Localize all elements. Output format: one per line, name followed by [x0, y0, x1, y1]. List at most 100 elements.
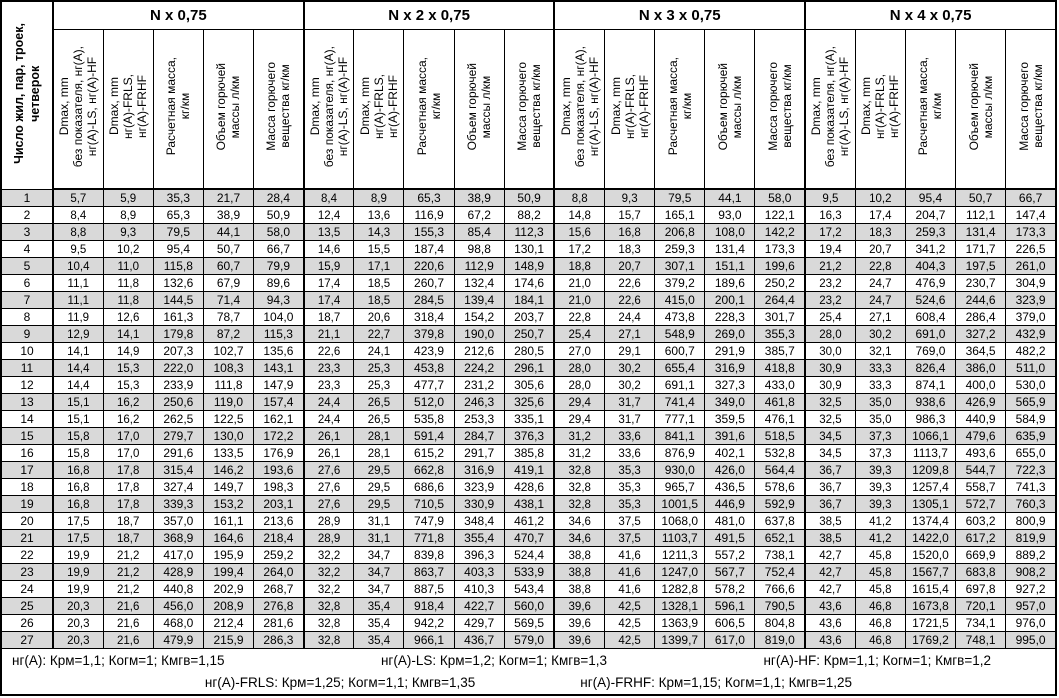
data-cell: 147,9 [253, 375, 305, 394]
table-footer: нг(A): Крм=1,1; Когм=1; Кмгв=1,15 нг(A)-… [0, 647, 1057, 695]
row-number: 11 [0, 358, 54, 377]
data-cell: 39,3 [854, 494, 906, 513]
data-cell: 79,5 [654, 188, 706, 207]
row-number: 1 [0, 188, 54, 207]
data-cell: 30,9 [804, 358, 856, 377]
data-cell: 22,6 [604, 273, 656, 292]
data-cell: 617,0 [704, 630, 756, 649]
data-cell: 1363,9 [654, 613, 706, 632]
table-row: 2 8,4 8,9 65,3 38,9 50,9 12,4 13,6 116,9 67,2 88,2… [0, 205, 1057, 224]
data-cell: 403,3 [453, 562, 505, 581]
footnote-row: нг(A): Крм=1,1; Когм=1; Кмгв=1,15 нг(A)-… [0, 647, 1057, 695]
data-cell: 108,0 [704, 222, 756, 241]
data-cell: 355,3 [754, 324, 806, 343]
data-cell: 355,4 [453, 528, 505, 547]
data-cell: 233,9 [152, 375, 204, 394]
data-cell: 16,8 [51, 460, 104, 479]
data-cell: 98,8 [453, 239, 505, 258]
data-cell: 37,3 [854, 443, 906, 462]
data-cell: 291,9 [704, 341, 756, 360]
data-cell: 28,9 [302, 528, 355, 547]
data-cell: 1422,0 [904, 528, 957, 547]
data-cell: 339,3 [152, 494, 204, 513]
data-cell: 143,1 [253, 358, 305, 377]
data-cell: 149,7 [202, 477, 255, 496]
data-cell: 131,4 [704, 239, 756, 258]
data-cell: 35,3 [604, 460, 656, 479]
data-cell: 683,8 [955, 562, 1007, 581]
data-cell: 38,8 [553, 579, 606, 598]
data-cell: 440,8 [152, 579, 204, 598]
data-cell: 327,3 [704, 375, 756, 394]
data-cell: 461,2 [503, 511, 555, 530]
data-cell: 1209,8 [904, 460, 957, 479]
data-cell: 301,7 [754, 307, 806, 326]
data-cell: 986,3 [904, 409, 957, 428]
row-number: 16 [0, 443, 54, 462]
data-cell: 104,0 [253, 307, 305, 326]
data-cell: 37,3 [854, 426, 906, 445]
data-cell: 89,6 [253, 273, 305, 292]
data-cell: 38,5 [804, 511, 856, 530]
data-cell: 142,2 [754, 222, 806, 241]
data-cell: 17,5 [51, 511, 104, 530]
data-cell: 518,5 [754, 426, 806, 445]
data-cell: 930,0 [654, 460, 706, 479]
footnote-line-2: нг(A)-FRLS: Крм=1,25; Когм=1,1; Кмгв=1,3… [2, 672, 1055, 693]
data-cell: 269,0 [704, 324, 756, 343]
data-cell: 17,8 [102, 460, 154, 479]
data-cell: 1615,4 [904, 579, 957, 598]
data-cell: 66,7 [253, 239, 305, 258]
data-cell: 204,7 [904, 205, 957, 224]
data-cell: 697,8 [955, 579, 1007, 598]
data-cell: 190,0 [453, 324, 505, 343]
data-cell: 1673,8 [904, 596, 957, 615]
data-cell: 286,3 [253, 630, 305, 649]
column-header-cell: Расчетная масса, кг/км [403, 29, 455, 190]
data-cell: 28,1 [353, 426, 405, 445]
data-cell: 130,1 [503, 239, 555, 258]
table-row: 12 14,4 15,3 233,9 111,8 147,9 23,3 25,3 477,7 23… [0, 375, 1057, 394]
data-cell: 32,2 [302, 545, 355, 564]
data-cell: 512,0 [403, 392, 455, 411]
data-cell: 8,8 [51, 222, 104, 241]
data-cell: 202,9 [202, 579, 255, 598]
data-cell: 16,8 [604, 222, 656, 241]
data-cell: 203,7 [503, 307, 555, 326]
column-header-label: Масса горючего вещества кг/км [1016, 62, 1045, 151]
data-cell: 1305,1 [904, 494, 957, 513]
column-header-label: Dmax, mm без показателя, нг(A), нг(A)-LS… [558, 45, 601, 168]
data-cell: 1399,7 [654, 630, 706, 649]
data-cell: 790,5 [754, 596, 806, 615]
footnote-ng-a-frhf: нг(A)-FRHF: Крм=1,15; Когм=1,1; Кмгв=1,2… [580, 674, 853, 690]
column-header-cell: Объем горючей массы л/км [955, 29, 1007, 190]
data-cell: 18,7 [102, 511, 154, 530]
data-cell: 34,7 [353, 579, 405, 598]
data-cell: 280,5 [503, 341, 555, 360]
data-cell: 1066,1 [904, 426, 957, 445]
data-cell: 662,8 [403, 460, 455, 479]
row-number: 4 [0, 239, 54, 258]
data-cell: 25,3 [353, 358, 405, 377]
data-cell: 530,0 [1005, 375, 1057, 394]
data-cell: 264,4 [754, 290, 806, 309]
data-cell: 839,8 [403, 545, 455, 564]
data-cell: 19,9 [51, 579, 104, 598]
data-cell: 15,8 [51, 443, 104, 462]
data-cell: 207,3 [152, 341, 204, 360]
footnote-ng-a-frls: нг(A)-FRLS: Крм=1,25; Когм=1,1; Кмгв=1,3… [204, 674, 476, 690]
column-header-cell: Расчетная масса, кг/км [904, 29, 957, 190]
data-cell: 323,9 [453, 477, 505, 496]
data-cell: 461,8 [754, 392, 806, 411]
data-cell: 24,7 [854, 290, 906, 309]
data-cell: 18,7 [302, 307, 355, 326]
table-row: 10 14,1 14,9 207,3 102,7 135,6 22,6 24,1 423,9 21… [0, 341, 1057, 360]
data-cell: 1257,4 [904, 477, 957, 496]
data-cell: 32,2 [302, 579, 355, 598]
data-cell: 16,2 [102, 392, 154, 411]
row-number: 8 [0, 307, 54, 326]
data-cell: 13,5 [302, 222, 355, 241]
table-body: 1 5,7 5,9 35,3 21,7 28,4 8,4 8,9 65,3 38,9 50,9 8,8… [0, 188, 1057, 649]
column-header-label: Масса горючего вещества кг/км [515, 62, 544, 151]
data-cell: 78,7 [202, 307, 255, 326]
